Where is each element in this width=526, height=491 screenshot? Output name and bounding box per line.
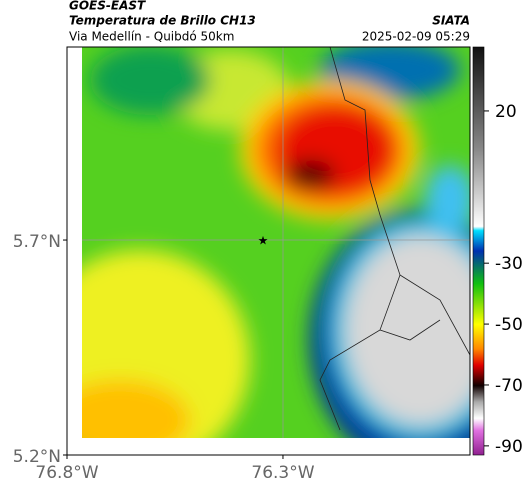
title: GOES-EAST [69, 0, 146, 13]
lon-tick-label: 76.3°W [251, 463, 314, 483]
colorbar-tick-label: -50 [495, 315, 523, 335]
subtitle: Temperatura de Brillo CH13 [69, 14, 256, 28]
svg-text:★: ★ [258, 234, 269, 248]
source: SIATA [432, 14, 470, 28]
colorbar [472, 46, 485, 456]
satellite-image: ★ [82, 47, 470, 438]
colorbar-tick-label: -90 [495, 437, 523, 457]
map-frame [66, 46, 471, 456]
colorbar-tick-label: -30 [495, 254, 523, 274]
location: Via Medellín - Quibdó 50km [69, 30, 234, 44]
lon-tick-label: 76.8°W [35, 463, 98, 483]
datetime: 2025-02-09 05:29 [362, 30, 470, 44]
lat-tick-label: 5.2°N [13, 447, 61, 467]
colorbar-tick-label: -70 [495, 376, 523, 396]
colorbar-tick-label: 20 [495, 102, 517, 122]
lat-tick-label: 5.7°N [13, 232, 61, 252]
